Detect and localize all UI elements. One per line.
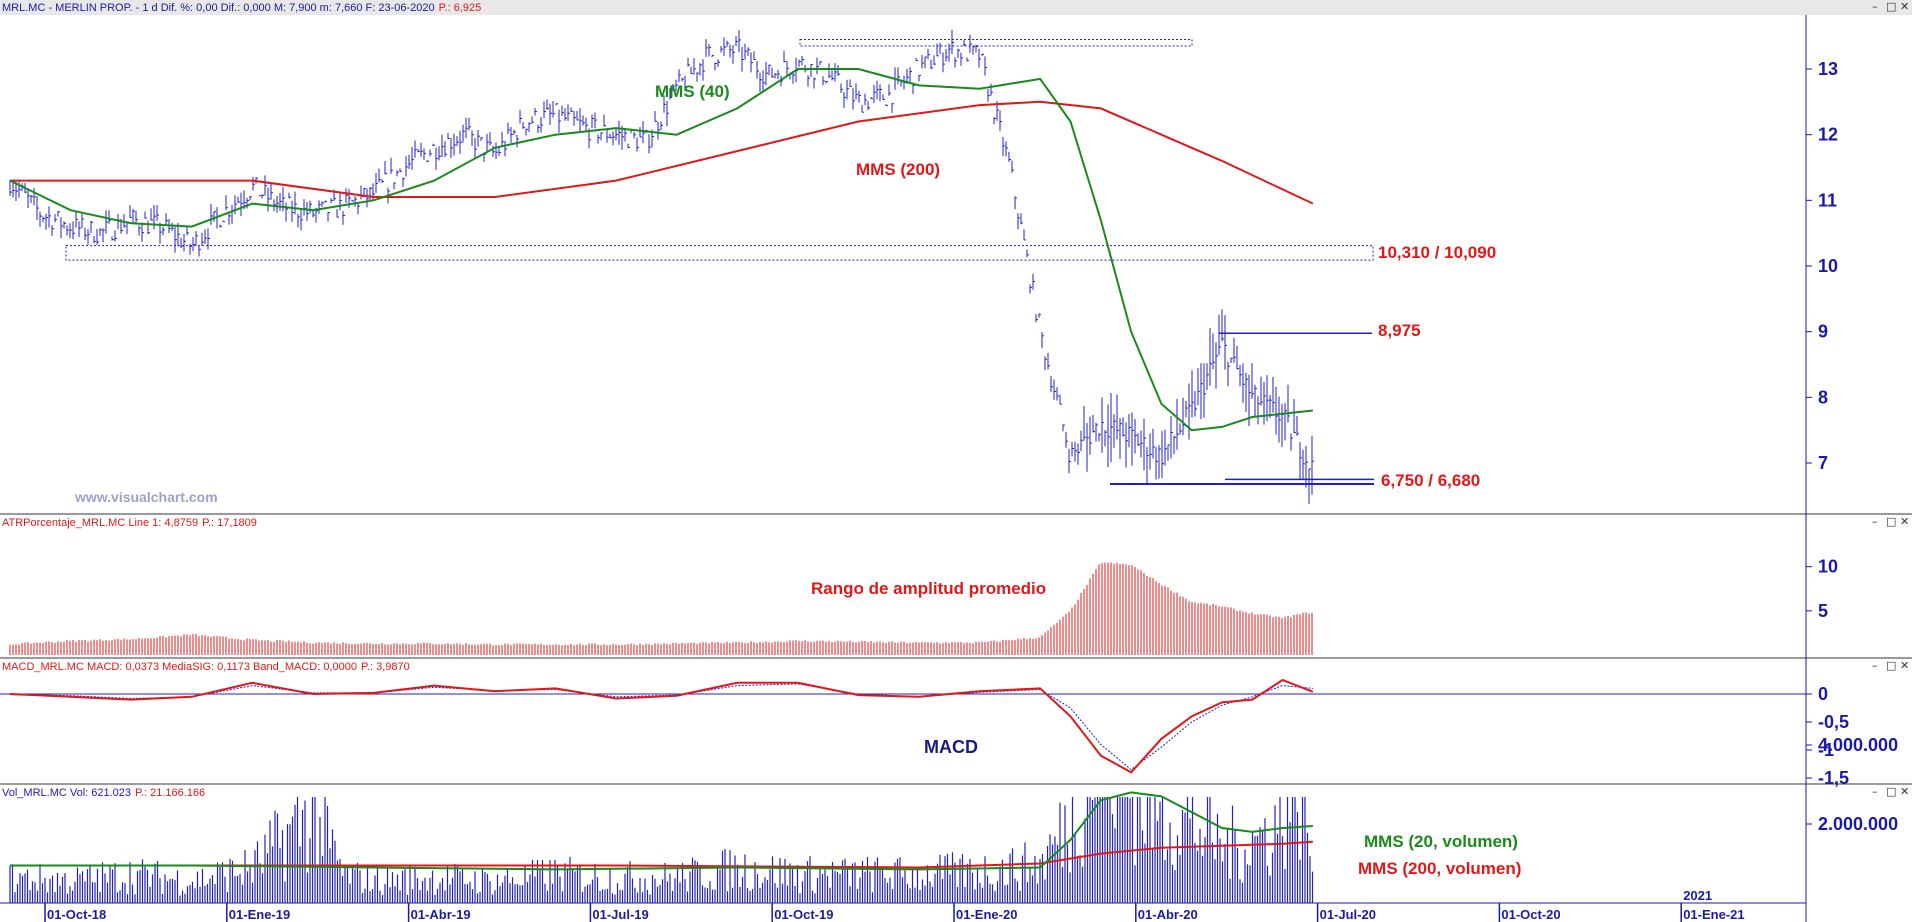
plot-layer (0, 29, 1806, 903)
price-tick-label: 9 (1818, 322, 1828, 342)
atr-header-title: ATRPorcentaje_MRL.MC Line 1: 4,8759 P.: 1… (2, 517, 257, 529)
macd-tick-label: -1,5 (1818, 768, 1849, 788)
macd-header-bar (0, 659, 1912, 672)
mms40-line (9, 68, 1314, 432)
watermark: www.visualchart.com (74, 489, 218, 505)
macd-header-title: MACD_MRL.MC MACD: 0,0373 MediaSIG: 0,117… (2, 661, 410, 673)
x-tick-label: 01-Abr-19 (411, 907, 471, 922)
window-button[interactable]: ✕ (1900, 659, 1909, 672)
label-vol200: MMS (200, volumen) (1358, 859, 1521, 878)
x-tick-label: 01-Abr-20 (1138, 907, 1198, 922)
vol-header-title: Vol_MRL.MC Vol: 621.023 P.: 21.166.166 (2, 787, 205, 799)
x-tick-label: 01-Jul-20 (1320, 907, 1376, 922)
window-button[interactable]: – (1872, 659, 1878, 672)
window-button[interactable]: □ (1886, 785, 1896, 798)
label-atr: Rango de amplitud promedio (811, 579, 1046, 598)
tick-layer: 7 8 9 10 11 12 13 5 10 0 -0,5 -1 -1,5 2.000.000 4.000.… (0, 59, 1898, 922)
label-mms200: MMS (200) (856, 160, 940, 179)
vol-mms200-line (10, 840, 1313, 869)
label-support: 6,750 / 6,680 (1381, 471, 1480, 490)
label-8975: 8,975 (1378, 321, 1421, 340)
macd-signal-line (9, 683, 1313, 771)
label-macd: MACD (924, 737, 978, 757)
vol-tick-label: 4.000.000 (1818, 735, 1898, 755)
macd-tick-label: 0 (1818, 684, 1828, 704)
mms200-line (10, 100, 1314, 205)
macd-tick-label: -0,5 (1818, 712, 1849, 732)
price-tick-label: 13 (1818, 59, 1838, 79)
price-tick-label: 8 (1818, 387, 1828, 407)
atr-header-bar (0, 515, 1912, 528)
window-button[interactable]: – (1872, 0, 1878, 13)
x-tick-label: 01-Ene-21 (1683, 907, 1744, 922)
x-year-label: 2021 (1683, 888, 1712, 903)
macd-tick-label: -1 (1818, 740, 1834, 760)
label-resistance: 10,310 / 10,090 (1378, 243, 1496, 262)
vol-header-bar (0, 785, 1912, 798)
window-button[interactable]: ✕ (1900, 515, 1909, 528)
x-tick-label: 01-Ene-19 (229, 907, 290, 922)
label-vol20: MMS (20, volumen) (1364, 832, 1518, 851)
window-button[interactable]: □ (1886, 659, 1896, 672)
window-button[interactable]: ✕ (1900, 785, 1909, 798)
x-tick-label: 01-Oct-20 (1501, 907, 1560, 922)
vol-tick-label: 2.000.000 (1818, 814, 1898, 834)
window-button[interactable]: ✕ (1900, 0, 1909, 13)
window-buttons: – □ ✕– □ ✕– □ ✕– □ ✕ (1872, 0, 1909, 798)
main-header-title: MRL.MC - MERLIN PROP. - 1 d Dif. %: 0,00… (2, 2, 481, 14)
window-button[interactable]: – (1872, 785, 1878, 798)
atr-tick-label: 5 (1818, 601, 1828, 621)
x-tick-label: 01-Jul-19 (592, 907, 648, 922)
atr-tick-label: 10 (1818, 557, 1838, 577)
window-button[interactable]: □ (1886, 0, 1896, 13)
main-header-bar (0, 0, 1912, 15)
price-tick-label: 11 (1818, 190, 1837, 210)
x-tick-label: 01-Oct-19 (774, 907, 833, 922)
window-button[interactable]: – (1872, 515, 1878, 528)
macd-line (9, 678, 1314, 774)
resistance-zone (65, 245, 1374, 261)
price-tick-label: 12 (1818, 125, 1838, 145)
top-zone (799, 38, 1193, 47)
x-tick-label: 01-Oct-18 (47, 907, 106, 922)
price-tick-label: 7 (1818, 453, 1828, 473)
vol-mms20-line (10, 791, 1313, 871)
label-mms40: MMS (40) (655, 82, 730, 101)
x-tick-label: 01-Ene-20 (956, 907, 1017, 922)
price-tick-label: 10 (1818, 256, 1838, 276)
window-button[interactable]: □ (1886, 515, 1896, 528)
